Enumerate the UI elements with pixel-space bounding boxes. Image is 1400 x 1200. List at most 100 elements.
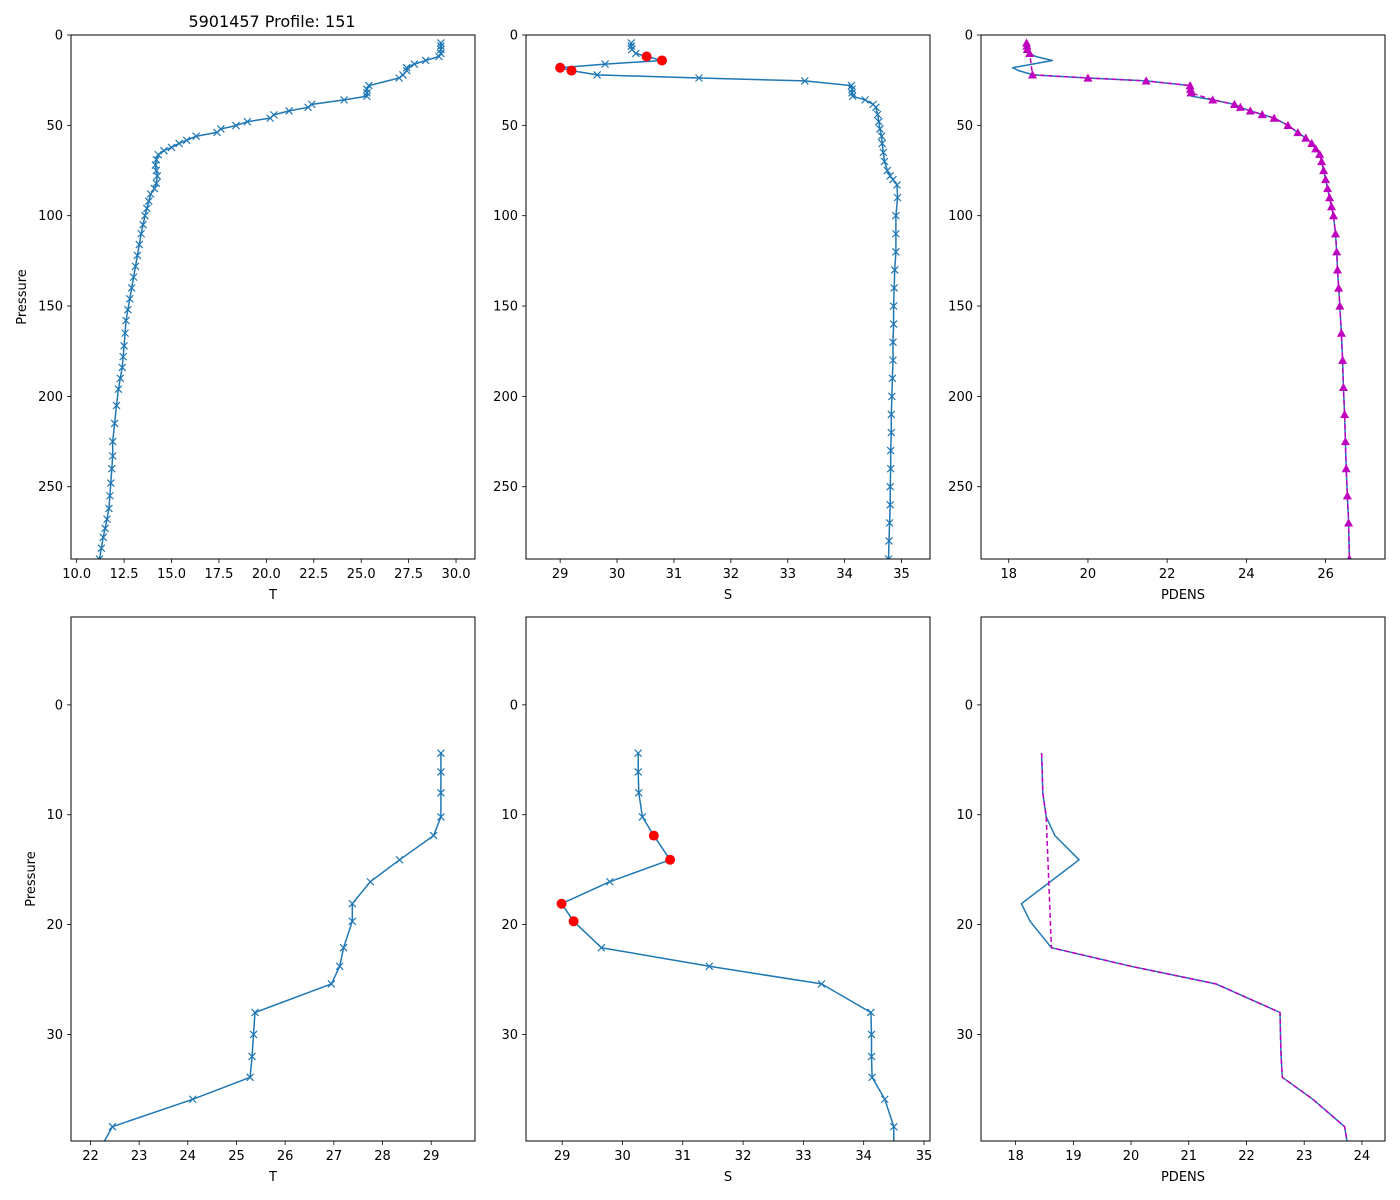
top-salinity-xtick-label: 30 [609, 567, 626, 582]
top-salinity-point-marker [889, 302, 898, 310]
bottom-salinity-point-marker [638, 813, 647, 821]
bottom-temperature-xtick-label: 24 [180, 1149, 197, 1164]
top-temperature-point-marker [153, 172, 162, 180]
bottom-salinity-point-marker [889, 1122, 898, 1131]
top-temperature-point-marker [435, 52, 443, 61]
bottom-temperature-xlabel: T [268, 1170, 277, 1185]
top-temperature-point-marker [125, 294, 134, 303]
bottom-salinity-point-marker [705, 962, 714, 971]
top-temperature-point-marker [106, 479, 115, 488]
bottom-salinity-plot-area [556, 749, 898, 1141]
top-temperature-xtick-label: 10.0 [62, 567, 91, 582]
top-density-plot-area [1011, 38, 1354, 559]
top-temperature-point-marker [116, 374, 125, 383]
top-salinity-point-marker [885, 518, 894, 527]
top-salinity-plot-area [555, 39, 902, 559]
top-salinity-point-marker [886, 464, 895, 473]
top-density-xtick-label: 26 [1317, 567, 1334, 582]
top-temperature-ytick-label: 50 [46, 119, 63, 134]
top-temperature-xtick-label: 12.5 [110, 567, 139, 582]
top-density-ytick-label: 0 [965, 29, 973, 44]
top-salinity-point-marker [889, 175, 897, 184]
bottom-temperature-point-marker [437, 813, 445, 821]
top-salinity-point-marker [593, 71, 602, 79]
top-temperature-point-marker [436, 39, 445, 47]
top-salinity-xtick-label: 34 [836, 567, 853, 582]
top-density-triangle-marker [1332, 247, 1342, 256]
bottom-salinity-point-marker [597, 943, 606, 952]
bottom-density-ytick-label: 10 [956, 808, 973, 823]
top-salinity-flagged-point [555, 62, 566, 73]
bottom-density-xtick-label: 24 [1354, 1149, 1371, 1164]
top-temperature-ytick-label: 100 [38, 209, 63, 224]
top-temperature-xtick-label: 25.0 [347, 567, 376, 582]
bottom-density-panel: 18 19 20 21 22 23 24 0 10 20 30 PDENS [956, 616, 1386, 1185]
bottom-salinity-xtick-label: 29 [554, 1149, 571, 1164]
top-temperature-point-marker [127, 284, 136, 292]
top-salinity-point-marker [887, 410, 896, 419]
top-temperature-point-marker [108, 437, 117, 446]
top-temperature-point-marker [107, 464, 116, 473]
top-temperature-point-marker [119, 352, 128, 361]
bottom-density-xtick-label: 18 [1007, 1149, 1024, 1164]
bottom-temperature-xtick-label: 29 [423, 1149, 440, 1164]
top-temperature-point-marker [175, 139, 184, 148]
top-salinity-point-marker [877, 132, 886, 141]
top-density-triangle-marker [1334, 283, 1344, 292]
bottom-temperature-ytick-label: 10 [46, 808, 63, 823]
bottom-density-ytick-label: 20 [956, 918, 973, 933]
top-temperature-point-marker [122, 316, 130, 325]
top-salinity-point-marker [890, 265, 899, 274]
top-density-triangle-marker [1330, 229, 1340, 238]
bottom-temperature-point-marker [108, 1122, 117, 1131]
top-temperature-point-marker [118, 363, 127, 372]
bottom-temperature-xtick-label: 23 [131, 1149, 148, 1164]
top-salinity-frame [525, 34, 931, 560]
bottom-temperature-point-marker [437, 767, 445, 776]
bottom-temperature-point-marker [395, 855, 404, 864]
top-temperature-point-marker [160, 146, 168, 155]
bottom-salinity-point-marker [867, 1030, 876, 1039]
bottom-salinity-flagged-point [665, 854, 676, 865]
bottom-temperature-point-marker [248, 1052, 256, 1061]
top-density-xlabel: PDENS [1161, 588, 1205, 603]
top-temperature-panel: 10.0 12.5 15.0 17.5 20.0 22.5 25.0 27.5 30.0 0 50 1… [15, 29, 476, 603]
top-density-xtick-label: 18 [1000, 567, 1017, 582]
top-salinity-point-marker [872, 103, 880, 112]
top-salinity-xtick-label: 31 [666, 567, 683, 582]
top-temperature-point-marker [131, 262, 140, 271]
top-density-frame [980, 34, 1386, 560]
top-salinity-point-marker [893, 193, 902, 202]
bottom-temperature-point-marker [348, 917, 357, 926]
top-salinity-point-marker [885, 537, 893, 545]
bottom-temperature-point-marker [437, 788, 445, 797]
top-temperature-ytick-label: 200 [38, 390, 63, 405]
top-salinity-point-marker [695, 74, 703, 82]
top-density-ytick-label: 50 [956, 119, 973, 134]
top-density-triangle-marker [1186, 88, 1196, 97]
top-density-triangle-marker [1323, 184, 1333, 193]
top-temperature-point-marker [135, 240, 144, 249]
bottom-salinity-panel: 29 30 31 32 33 34 35 0 10 20 30 S [501, 616, 933, 1185]
top-density-triangle-marker [1235, 102, 1245, 111]
top-temperature-point-marker [99, 533, 108, 542]
bottom-temperature-point-marker [437, 749, 445, 758]
top-density-triangle-marker [1336, 328, 1346, 337]
top-density-triangle-marker [1229, 99, 1239, 108]
bottom-salinity-xtick-label: 35 [916, 1149, 933, 1164]
bottom-salinity-point-marker [868, 1073, 877, 1082]
top-salinity-point-marker [631, 49, 640, 58]
top-salinity-ytick-label: 150 [493, 300, 518, 315]
top-temperature-point-marker [105, 491, 114, 500]
top-salinity-point-marker [601, 60, 610, 69]
top-temperature-xtick-label: 17.5 [204, 567, 233, 582]
top-density-triangle-marker [1257, 110, 1267, 119]
top-density-triangle-marker [1311, 144, 1321, 153]
bottom-temperature-point-marker [366, 877, 375, 886]
top-salinity-point-marker [880, 157, 889, 166]
bottom-salinity-point-marker [880, 1095, 889, 1104]
top-temperature-point-marker [410, 60, 419, 69]
top-temperature-ylabel: Pressure [15, 269, 30, 325]
top-density-triangle-marker [1269, 113, 1279, 122]
top-temperature-point-marker [243, 117, 252, 126]
